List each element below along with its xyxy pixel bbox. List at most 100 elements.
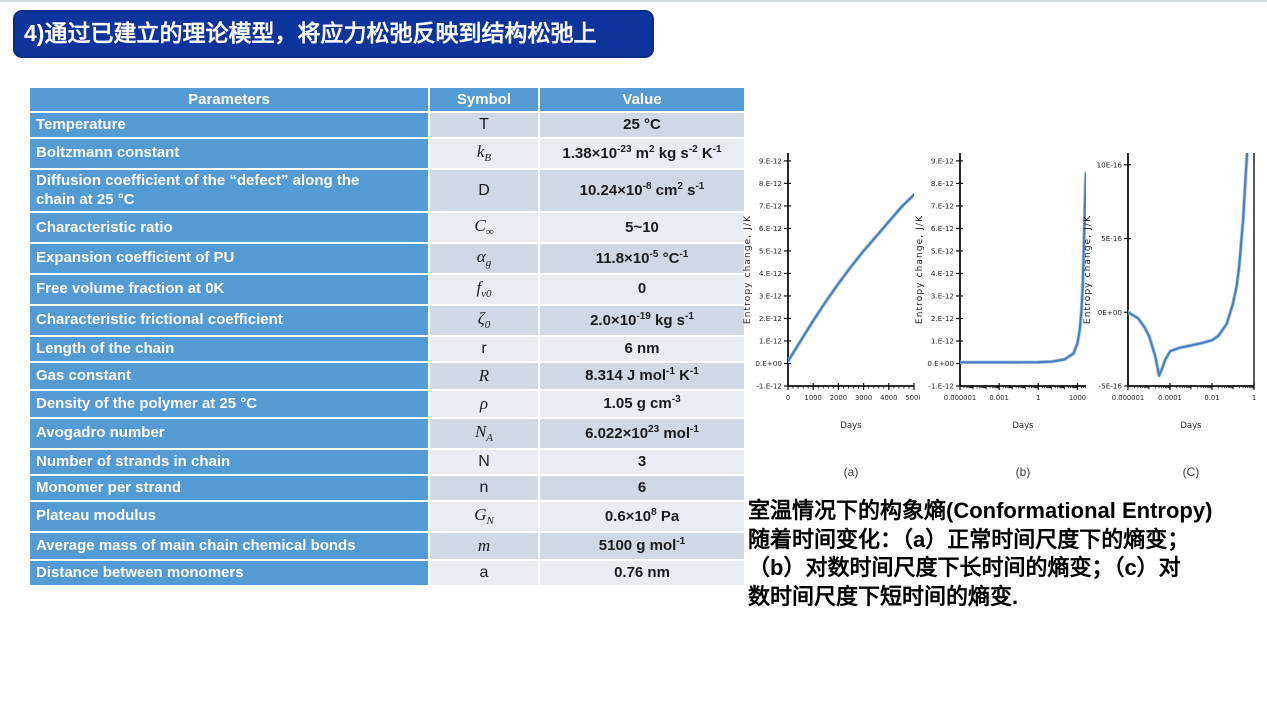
- table-row: Free volume fraction at 0K fv0 0: [30, 275, 744, 305]
- svg-text:8.E-12: 8.E-12: [759, 179, 782, 188]
- table-row: Gas constant R 8.314 J mol-1 K-1: [30, 363, 744, 390]
- svg-text:8.E-12: 8.E-12: [931, 179, 954, 188]
- parameter-name-cell: Number of strands in chain: [30, 450, 428, 475]
- parameter-symbol-cell: n: [430, 476, 538, 501]
- svg-text:0: 0: [786, 394, 790, 402]
- parameters-table: Parameters Symbol Value Temperature T 25 °…: [28, 86, 746, 587]
- chart-b-log-long-time: 9.E-12 8.E-12 7.E-12 6.E-12 5.E-12 4.E-12 3.E-…: [912, 140, 1092, 479]
- parameter-name-cell: Avogadro number: [30, 419, 428, 449]
- table-row: Diffusion coefficient of the “defect” al…: [30, 169, 744, 212]
- svg-text:4.E-12: 4.E-12: [759, 269, 782, 278]
- svg-text:5.E-12: 5.E-12: [759, 246, 782, 255]
- parameter-value-cell: 6.022×1023 mol-1: [540, 419, 744, 449]
- parameter-name-cell: Plateau modulus: [30, 502, 428, 532]
- parameter-value-cell: 8.314 J mol-1 K-1: [540, 363, 744, 390]
- svg-text:4000: 4000: [880, 394, 897, 402]
- chart-a-plot: 9.E-12 8.E-12 7.E-12 6.E-12 5.E-12 4.E-12 3.E-…: [740, 140, 923, 463]
- svg-text:-1.E-12: -1.E-12: [756, 382, 782, 391]
- parameter-symbol-cell: T: [430, 113, 538, 137]
- chart-line-series: [960, 171, 1086, 365]
- parameter-value-cell: 6 nm: [540, 337, 744, 362]
- svg-text:Days: Days: [840, 421, 862, 431]
- svg-text:3.E-12: 3.E-12: [931, 291, 954, 300]
- svg-text:7.E-12: 7.E-12: [759, 201, 782, 210]
- svg-text:2.E-12: 2.E-12: [931, 314, 954, 323]
- parameter-symbol-cell: GN: [430, 502, 538, 532]
- parameter-value-cell: 5100 g mol-1: [540, 533, 744, 560]
- parameter-symbol-cell: a: [430, 561, 538, 586]
- parameter-value-cell: 0: [540, 275, 744, 305]
- table-row: Density of the polymer at 25 °C ρ 1.05 g c…: [30, 391, 744, 418]
- parameter-name-cell: Characteristic frictional coefficient: [30, 306, 428, 336]
- chart-b-label: (b): [1015, 465, 1031, 479]
- svg-text:-1.E-12: -1.E-12: [928, 382, 954, 391]
- parameter-symbol-cell: fv0: [430, 275, 538, 305]
- svg-text:0.E+00: 0.E+00: [927, 359, 954, 368]
- parameters-table-body: Temperature T 25 °C Boltzmann constant kB 1.3…: [30, 113, 744, 586]
- svg-text:2000: 2000: [830, 394, 847, 402]
- svg-text:-5E-16: -5E-16: [1099, 382, 1123, 391]
- parameter-name-cell: Characteristic ratio: [30, 213, 428, 243]
- entropy-chart-svg: 10E-16 5E-16 0E+00 -5E-16 0.000001 0.0001 0.01…: [1083, 153, 1256, 431]
- table-row: Boltzmann constant kB 1.38×10-23 m2 kg s-2…: [30, 139, 744, 168]
- svg-text:1000: 1000: [805, 394, 822, 402]
- parameter-name-cell: Free volume fraction at 0K: [30, 275, 428, 305]
- caption-line: （b）对数时间尺度下长时间的熵变；（c）对: [748, 555, 1181, 581]
- parameter-symbol-cell: R: [430, 363, 538, 390]
- parameter-name-cell: Distance between monomers: [30, 561, 428, 586]
- parameter-value-cell: 3: [540, 450, 744, 475]
- parameter-name-cell: Expansion coefficient of PU: [30, 244, 428, 274]
- parameter-symbol-cell: NA: [430, 419, 538, 449]
- slide-top-border: [0, 0, 1267, 2]
- caption-line: 数时间尺度下短时间的熵变.: [748, 583, 1019, 609]
- table-row: Characteristic frictional coefficient ζ0 2…: [30, 306, 744, 336]
- parameter-symbol-cell: m: [430, 533, 538, 560]
- parameter-name-cell: Temperature: [30, 113, 428, 137]
- svg-text:1.E-12: 1.E-12: [931, 336, 954, 345]
- parameter-name-cell: Diffusion coefficient of the “defect” al…: [30, 169, 428, 212]
- svg-text:3000: 3000: [855, 394, 872, 402]
- svg-text:5000: 5000: [905, 394, 920, 402]
- svg-text:0.01: 0.01: [1204, 394, 1219, 402]
- chart-a-normal-time-scale: 9.E-12 8.E-12 7.E-12 6.E-12 5.E-12 4.E-12 3.E-…: [740, 140, 923, 479]
- svg-text:0.000001: 0.000001: [944, 394, 976, 402]
- table-row: Characteristic ratio C∞ 5~10: [30, 213, 744, 243]
- svg-text:10E-16: 10E-16: [1097, 160, 1123, 169]
- svg-text:Entropy change, J/K: Entropy change, J/K: [1083, 215, 1093, 324]
- svg-text:Days: Days: [1012, 421, 1034, 431]
- parameter-value-cell: 25 °C: [540, 113, 744, 137]
- entropy-chart-svg: 9.E-12 8.E-12 7.E-12 6.E-12 5.E-12 4.E-12 3.E-…: [743, 153, 923, 431]
- parameter-symbol-cell: ζ0: [430, 306, 538, 336]
- chart-b-plot: 9.E-12 8.E-12 7.E-12 6.E-12 5.E-12 4.E-12 3.E-…: [912, 140, 1092, 463]
- chart-line-series: [960, 172, 1086, 364]
- parameter-symbol-cell: kB: [430, 139, 538, 168]
- chart-line-series: [788, 193, 914, 363]
- svg-text:1000: 1000: [1069, 394, 1086, 402]
- entropy-chart-svg: 9.E-12 8.E-12 7.E-12 6.E-12 5.E-12 4.E-12 3.E-…: [915, 153, 1086, 431]
- caption-line: 随着时间变化：（a）正常时间尺度下的熵变；: [748, 526, 1190, 552]
- parameter-value-cell: 5~10: [540, 213, 744, 243]
- svg-text:7.E-12: 7.E-12: [931, 201, 954, 210]
- chart-line-series: [1128, 153, 1249, 378]
- parameter-symbol-cell: D: [430, 169, 538, 212]
- svg-text:1: 1: [1252, 394, 1256, 402]
- parameter-name-cell: Gas constant: [30, 363, 428, 390]
- column-header-parameters: Parameters: [30, 88, 428, 111]
- parameter-name-cell: Boltzmann constant: [30, 139, 428, 168]
- table-row: Average mass of main chain chemical bond…: [30, 533, 744, 560]
- svg-text:0.000001: 0.000001: [1112, 394, 1144, 402]
- table-header-row: Parameters Symbol Value: [30, 88, 744, 111]
- slide-title-banner: 4)通过已建立的理论模型，将应力松弛反映到结构松弛上: [13, 10, 654, 58]
- svg-text:6.E-12: 6.E-12: [931, 224, 954, 233]
- parameter-name-cell: Average mass of main chain chemical bond…: [30, 533, 428, 560]
- table-row: Expansion coefficient of PU αg 11.8×10-5 °…: [30, 244, 744, 274]
- table-row: Length of the chain r 6 nm: [30, 337, 744, 362]
- parameter-symbol-cell: C∞: [430, 213, 538, 243]
- table-row: Plateau modulus GN 0.6×108 Pa: [30, 502, 744, 532]
- column-header-value: Value: [540, 88, 744, 111]
- svg-text:5.E-12: 5.E-12: [931, 246, 954, 255]
- svg-text:Entropy change, J/K: Entropy change, J/K: [915, 215, 925, 324]
- parameter-name-cell: Monomer per strand: [30, 476, 428, 501]
- parameter-symbol-cell: r: [430, 337, 538, 362]
